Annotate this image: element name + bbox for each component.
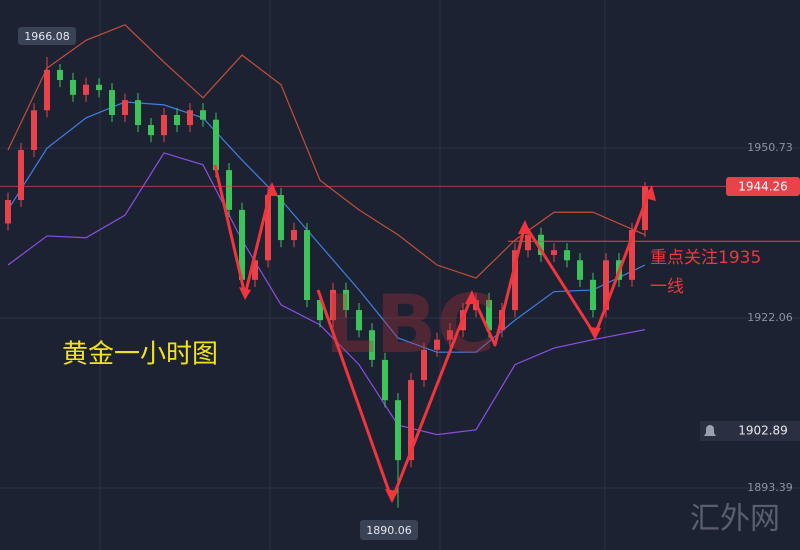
candle-body <box>382 359 388 401</box>
candle-body <box>83 84 89 95</box>
candle-body <box>447 330 453 340</box>
candle-body <box>551 250 557 255</box>
candle-body <box>31 110 37 150</box>
candle-body <box>434 339 440 350</box>
focus-note: 一线 <box>650 277 684 297</box>
candle-body <box>642 186 648 231</box>
candle-body <box>239 209 245 280</box>
alert-tag <box>700 421 800 441</box>
candle-body <box>369 330 375 360</box>
candle-body <box>5 200 11 224</box>
candle-body <box>408 380 414 461</box>
low-tag <box>360 520 418 540</box>
low-label: 1890.06 <box>366 524 412 537</box>
candle-body <box>525 234 531 251</box>
focus-note: 重点关注1935 <box>650 248 761 268</box>
candle-body <box>304 230 310 300</box>
candle-body <box>421 349 427 381</box>
candle-body <box>395 400 401 461</box>
candle-body <box>512 250 518 311</box>
candle-body <box>577 260 583 280</box>
arrow-heads <box>239 182 656 503</box>
last-price: 1944.26 <box>738 180 788 194</box>
candle-body <box>44 69 50 111</box>
candle-body <box>343 289 349 311</box>
chart-title: 黄金一小时图 <box>62 340 218 370</box>
alert-price: 1902.89 <box>738 424 788 438</box>
candle-body <box>252 260 258 280</box>
candle-body <box>291 230 297 241</box>
candle-body <box>226 170 232 210</box>
candle-body <box>70 79 76 95</box>
candle-body <box>486 299 492 331</box>
last-price-tag <box>726 177 800 196</box>
y-tick-label: 1922.06 <box>747 311 793 324</box>
candle-body <box>161 114 167 136</box>
candle-body <box>174 114 180 126</box>
candle-body <box>356 310 362 331</box>
site-mark: 汇外网 <box>690 502 780 537</box>
candle-body <box>213 119 219 171</box>
candle-body <box>96 84 102 91</box>
high-label: 1966.08 <box>24 30 70 43</box>
candle-body <box>590 279 596 311</box>
candle-body <box>330 289 336 321</box>
candle-body <box>317 299 323 321</box>
watermark: LBC <box>325 278 496 371</box>
candle-body <box>278 195 284 241</box>
candle-body <box>18 149 24 201</box>
y-tick-label: 1950.73 <box>747 141 793 154</box>
candle-body <box>603 260 609 311</box>
candle-body <box>200 110 206 120</box>
candle-body <box>109 90 115 115</box>
candle-body <box>538 234 544 255</box>
plot: 1950.73 1922.06 1893.39 <box>0 24 800 508</box>
candle-body <box>629 230 635 280</box>
bell-icon <box>704 425 716 436</box>
high-tag <box>18 27 76 45</box>
candle-body <box>57 69 63 80</box>
candle-body <box>265 195 271 261</box>
y-tick-label: 1893.39 <box>747 481 793 494</box>
candle-body <box>148 125 154 136</box>
candle-body <box>187 110 193 126</box>
candle-body <box>135 100 141 126</box>
candle-body <box>564 250 570 261</box>
candle-body <box>122 100 128 115</box>
